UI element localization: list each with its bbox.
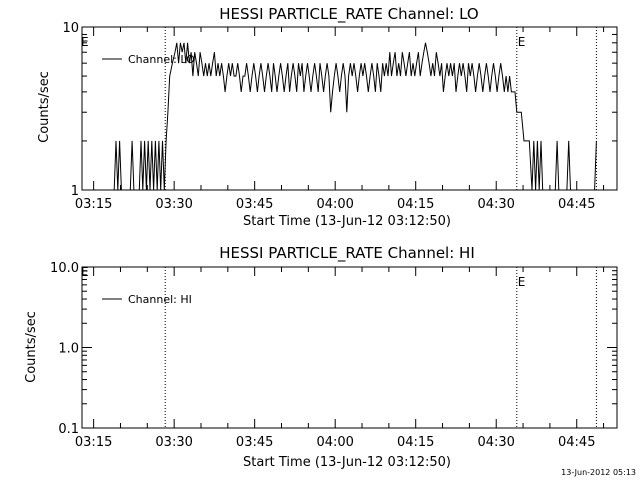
hi-y-axis-label: Counts/sec bbox=[24, 311, 39, 383]
lo-axes bbox=[81, 26, 618, 191]
lo-x-tick-label: 04:00 bbox=[316, 197, 353, 212]
lo-x-tick-label: 04:45 bbox=[558, 197, 595, 212]
lo-x-tick-labels: 03:15 03:30 03:45 04:00 04:15 04:30 04:45 bbox=[75, 197, 596, 212]
lo-series-line bbox=[129, 42, 544, 191]
hi-x-tick-label: 03:15 bbox=[75, 435, 112, 450]
lo-x-axis-label: Start Time (13-Jun-12 03:12:50) bbox=[243, 214, 451, 229]
hi-left-marker-label: E bbox=[81, 265, 89, 279]
lo-series-line bbox=[554, 140, 560, 191]
lo-marker-label: E bbox=[518, 35, 526, 49]
hi-y-tick-label: 0.1 bbox=[58, 422, 79, 437]
hi-chart-title: HESSI PARTICLE_RATE Channel: HI bbox=[219, 244, 475, 263]
lo-series-line bbox=[566, 140, 571, 191]
hi-channel-panel: HESSI PARTICLE_RATE Channel: HI Counts/s… bbox=[24, 244, 618, 470]
hi-y-tick-label: 10.0 bbox=[50, 261, 79, 276]
hi-axes bbox=[81, 266, 618, 429]
hi-marker-label: E bbox=[518, 275, 526, 289]
lo-legend: Channel: LO bbox=[102, 53, 195, 66]
footer-timestamp: 13-Jun-2012 05:13 bbox=[561, 468, 636, 477]
lo-chart-title: HESSI PARTICLE_RATE Channel: LO bbox=[219, 5, 478, 24]
lo-left-marker-label: E bbox=[81, 35, 89, 49]
lo-series-line bbox=[594, 140, 597, 191]
hi-vertical-markers: E bbox=[164, 267, 597, 428]
lo-y-tick-label: 10 bbox=[62, 21, 79, 36]
hi-x-tick-label: 03:45 bbox=[236, 435, 273, 450]
lo-y-axis-label: Counts/sec bbox=[37, 71, 52, 143]
hi-x-tick-label: 04:15 bbox=[397, 435, 434, 450]
lo-x-tick-label: 03:15 bbox=[75, 197, 112, 212]
lo-y-tick-labels: 1 10 bbox=[62, 21, 79, 199]
hi-x-axis-label: Start Time (13-Jun-12 03:12:50) bbox=[243, 455, 451, 470]
hi-x-tick-labels: 03:15 03:30 03:45 04:00 04:15 04:30 04:45 bbox=[75, 435, 596, 450]
lo-legend-label: Channel: LO bbox=[128, 53, 195, 66]
lo-x-tick-label: 04:30 bbox=[477, 197, 514, 212]
hi-legend: Channel: HI bbox=[102, 293, 192, 306]
lo-x-tick-label: 04:15 bbox=[397, 197, 434, 212]
lo-channel-panel: HESSI PARTICLE_RATE Channel: LO Counts/s… bbox=[37, 5, 618, 229]
hi-legend-label: Channel: HI bbox=[128, 293, 192, 306]
hi-y-tick-labels: 0.1 1.0 10.0 bbox=[50, 261, 79, 437]
hi-x-tick-label: 04:45 bbox=[558, 435, 595, 450]
lo-x-tick-label: 03:45 bbox=[236, 197, 273, 212]
hi-y-tick-label: 1.0 bbox=[58, 342, 79, 357]
hi-x-tick-label: 04:30 bbox=[477, 435, 514, 450]
hi-x-tick-label: 04:00 bbox=[316, 435, 353, 450]
lo-plot-frame bbox=[81, 26, 618, 191]
lo-y-tick-label: 1 bbox=[71, 184, 79, 199]
hi-x-tick-label: 03:30 bbox=[155, 435, 192, 450]
lo-x-tick-label: 03:30 bbox=[155, 197, 192, 212]
